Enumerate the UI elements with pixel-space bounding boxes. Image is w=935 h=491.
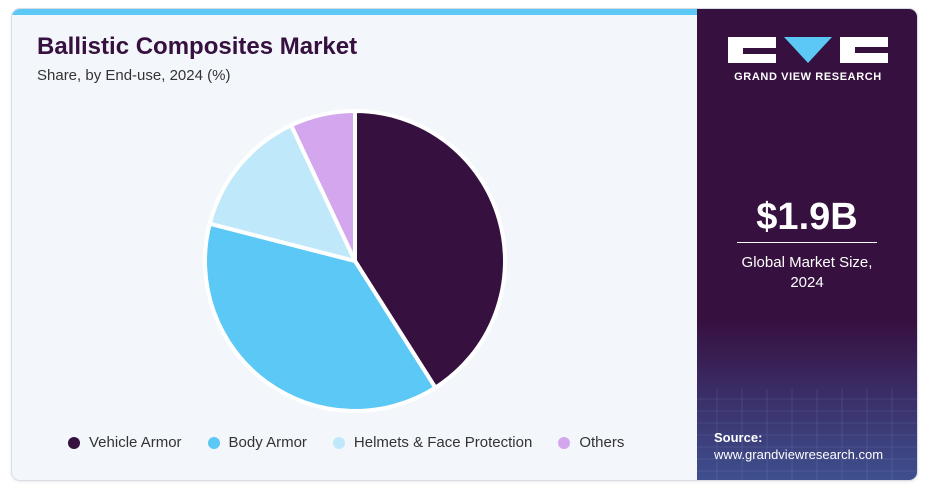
grid-pattern-decoration [697,389,917,480]
chart-title: Ballistic Composites Market [37,33,358,60]
source-url: www.grandviewresearch.com [714,447,884,462]
summary-panel: GRAND VIEW RESEARCH $1.9B Global Market … [697,9,917,480]
chart-subtitle: Share, by End-use, 2024 (%) [37,67,231,84]
pie-slice-helmets-face-protection [207,123,357,263]
market-size-label: Global Market Size, 2024 [697,253,917,293]
chart-legend: Vehicle Armor Body Armor Helmets & Face … [68,434,624,451]
pie-slice-body-armor [203,221,438,413]
accent-bar [12,9,697,15]
legend-item-vehicle-armor: Vehicle Armor [68,434,182,451]
brand-logo: GRAND VIEW RESEARCH [723,37,893,83]
source-label: Source: [714,430,763,445]
legend-swatch [332,436,345,449]
legend-label: Vehicle Armor [89,434,182,451]
legend-item-body-armor: Body Armor [207,434,307,451]
pie-chart [203,109,507,413]
brand-name: GRAND VIEW RESEARCH [734,71,882,83]
chart-panel: Ballistic Composites Market Share, by En… [12,9,697,480]
legend-label: Body Armor [228,434,307,451]
gvr-logo-icon [728,37,888,63]
legend-item-helmets: Helmets & Face Protection [332,434,533,451]
market-size-label-line2: 2024 [790,274,824,291]
legend-swatch [207,436,220,449]
market-size-value: $1.9B [756,196,858,238]
infographic-card: Ballistic Composites Market Share, by En… [12,9,917,480]
legend-swatch [558,436,571,449]
legend-swatch [68,436,80,449]
legend-label: Helmets & Face Protection [353,434,533,451]
pie-slice-others [289,109,357,263]
market-size-label-line1: Global Market Size, [741,254,873,271]
divider [737,242,877,243]
legend-item-others: Others [558,434,624,451]
legend-label: Others [579,434,625,451]
